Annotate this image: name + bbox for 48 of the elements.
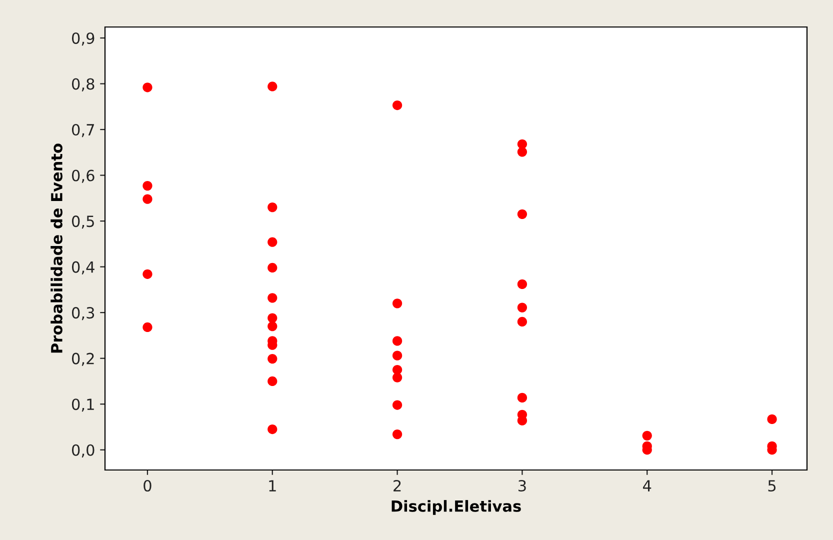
point — [268, 237, 278, 247]
x-axis-title: Discipl.Eletivas — [392, 500, 521, 515]
point — [268, 321, 278, 332]
point — [392, 372, 402, 382]
point — [392, 100, 402, 110]
point — [142, 194, 152, 204]
x-tick-label: 4 — [643, 480, 652, 492]
x-tick-label: 1 — [269, 480, 276, 492]
y-tick-label: 0,1 — [72, 398, 94, 412]
point — [642, 430, 652, 440]
point — [268, 354, 278, 364]
point — [517, 209, 528, 219]
point — [142, 322, 152, 332]
y-tick-label: 0,9 — [72, 32, 94, 46]
point — [517, 147, 528, 157]
point — [392, 400, 402, 410]
y-tick-label: 0,0 — [72, 444, 94, 458]
point — [517, 279, 528, 290]
y-tick-label: 0,5 — [72, 216, 94, 229]
point — [142, 269, 152, 279]
point — [767, 414, 777, 424]
point — [268, 376, 278, 386]
point — [392, 336, 402, 346]
y-tick-label: 0,2 — [72, 352, 94, 366]
point — [268, 424, 278, 434]
y-tick-label: 0,3 — [72, 307, 94, 320]
x-tick-label: 2 — [394, 480, 401, 492]
y-tick-label: 0,4 — [72, 261, 94, 274]
point — [268, 82, 278, 92]
x-tick-label: 5 — [768, 480, 776, 492]
point — [142, 82, 152, 92]
point — [392, 298, 402, 308]
y-tick-label: 0,6 — [72, 170, 94, 183]
point — [517, 316, 528, 327]
point — [517, 302, 528, 312]
y-tick-label: 0,8 — [72, 78, 94, 92]
y-axis-title: Probabilidade de Evento — [50, 144, 62, 353]
point — [142, 180, 152, 191]
point — [268, 293, 278, 303]
point — [268, 313, 278, 323]
x-tick-label: 3 — [518, 480, 526, 492]
point — [392, 429, 402, 440]
y-tick-label: 0,7 — [72, 124, 94, 138]
x-tick-label: 0 — [144, 480, 152, 492]
point — [268, 262, 278, 273]
point — [517, 392, 528, 403]
point — [268, 202, 278, 212]
point — [392, 350, 402, 360]
